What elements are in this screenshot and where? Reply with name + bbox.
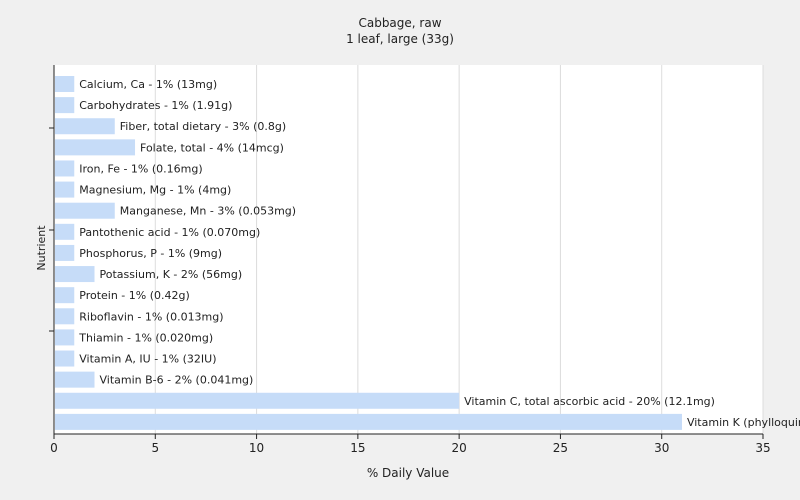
y-axis-label: Nutrient	[35, 225, 48, 271]
chart-title-block: Cabbage, raw 1 leaf, large (33g)	[0, 15, 800, 47]
bars: Calcium, Ca - 1% (13mg) Carbohydrates - 1…	[55, 76, 800, 430]
bar	[55, 308, 75, 325]
bar-label: Carbohydrates - 1% (1.91g)	[79, 99, 232, 112]
bar-label: Fiber, total dietary - 3% (0.8g)	[120, 120, 286, 133]
bar-label: Magnesium, Mg - 1% (4mg)	[79, 184, 231, 197]
bar	[55, 76, 75, 92]
x-axis-label: % Daily Value	[367, 466, 449, 480]
plot-background	[54, 65, 763, 434]
bar	[55, 350, 75, 367]
grid-lines	[54, 65, 764, 434]
bar	[55, 202, 115, 219]
bar	[55, 413, 682, 430]
bar	[55, 371, 95, 388]
bar-label: Pantothenic acid - 1% (0.070mg)	[79, 226, 260, 239]
bar	[55, 287, 75, 304]
bar-label: Phosphorus, P - 1% (9mg)	[79, 247, 222, 260]
bar-label: Protein - 1% (0.42g)	[79, 289, 190, 302]
bar-label: Calcium, Ca - 1% (13mg)	[79, 78, 217, 91]
chart-subtitle: 1 leaf, large (33g)	[346, 32, 454, 46]
bar	[55, 160, 75, 177]
axes: 0 5 10 15 20 25 30 35	[49, 65, 771, 455]
bar	[55, 139, 136, 156]
bar-label: Vitamin B-6 - 2% (0.041mg)	[100, 374, 254, 387]
x-tick-label: 10	[249, 441, 264, 455]
x-tick-label: 0	[50, 441, 58, 455]
bar-label: Riboflavin - 1% (0.013mg)	[79, 310, 223, 323]
x-tick-label: 5	[151, 441, 159, 455]
bar	[55, 181, 75, 198]
bar-label: Folate, total - 4% (14mcg)	[140, 141, 284, 154]
bar-label: Vitamin K (phylloquinone) - 31% (25.1mcg…	[687, 416, 800, 429]
bar	[55, 97, 75, 114]
bar-label: Iron, Fe - 1% (0.16mg)	[79, 162, 202, 175]
chart-title: Cabbage, raw	[358, 16, 442, 30]
bar	[55, 392, 460, 409]
x-tick-label: 30	[654, 441, 669, 455]
x-tick-label: 20	[452, 441, 467, 455]
bar-label: Potassium, K - 2% (56mg)	[100, 268, 243, 281]
x-tick-label: 35	[755, 441, 770, 455]
bar	[55, 223, 75, 240]
bar-label: Vitamin A, IU - 1% (32IU)	[79, 353, 216, 366]
bar-label: Manganese, Mn - 3% (0.053mg)	[120, 205, 296, 218]
bar-label: Vitamin C, total ascorbic acid - 20% (12…	[464, 395, 715, 408]
bar-label: Thiamin - 1% (0.020mg)	[78, 331, 213, 344]
bar	[55, 118, 115, 135]
x-tick-label: 15	[350, 441, 365, 455]
bar	[55, 329, 75, 346]
x-tick-label: 25	[553, 441, 568, 455]
bar	[55, 244, 75, 261]
bar	[55, 266, 95, 283]
